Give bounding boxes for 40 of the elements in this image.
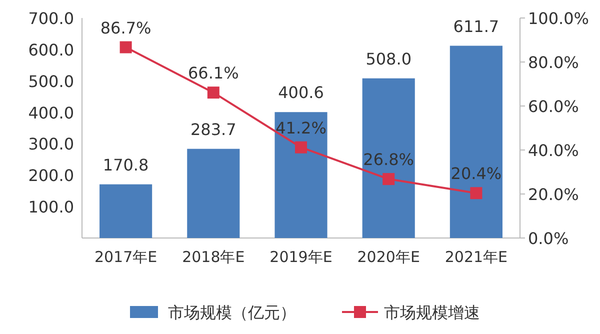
- bar: [187, 148, 240, 238]
- y2-tick-label: 0.0%: [528, 229, 569, 248]
- data-label: 20.4%: [450, 164, 502, 184]
- point: [295, 141, 307, 154]
- data-label: 508.0: [366, 49, 412, 68]
- data-label: 611.7: [453, 16, 500, 36]
- bar: [100, 184, 152, 238]
- y-tick-label: 400.0: [28, 103, 74, 122]
- x-tick-label: 2018年E: [182, 248, 245, 266]
- y2-tick-label: 60.0%: [528, 97, 579, 116]
- data-label: 283.7: [190, 120, 236, 139]
- y-tick-label: 300.0: [28, 134, 74, 154]
- legend-label: 市场规模（亿元）: [168, 303, 296, 322]
- bar: [450, 46, 502, 238]
- y-tick-label: 500.0: [28, 72, 74, 91]
- bar: [274, 112, 328, 238]
- x-tick-label: 2019年E: [270, 248, 332, 266]
- y2-tick-label: 80.0%: [528, 53, 579, 72]
- x-tick-label: 2020年E: [357, 248, 420, 266]
- legend-label: 市场规模增速: [384, 303, 480, 322]
- bar: [362, 78, 415, 238]
- data-label: 66.1%: [188, 64, 239, 83]
- data-label: 26.8%: [363, 150, 414, 170]
- data-label: 400.6: [278, 83, 324, 102]
- data-label: 170.8: [102, 155, 149, 174]
- point: [470, 187, 482, 200]
- point: [120, 41, 132, 54]
- data-label: 86.7%: [100, 18, 152, 38]
- y-tick-label: 200.0: [28, 166, 74, 186]
- y-tick-label: 700.0: [28, 9, 74, 28]
- y-tick-label: 100.0: [28, 198, 74, 217]
- point: [382, 173, 395, 186]
- x-tick-label: 2021年E: [444, 248, 508, 266]
- x-tick-label: 2017年E: [94, 248, 158, 266]
- data-label: 41.2%: [276, 118, 326, 138]
- y2-tick-label: 20.0%: [528, 185, 579, 204]
- y-tick-label: 600.0: [28, 40, 74, 60]
- point: [207, 86, 220, 99]
- y2-tick-label: 40.0%: [528, 141, 579, 160]
- y2-tick-label: 100.0%: [528, 9, 590, 28]
